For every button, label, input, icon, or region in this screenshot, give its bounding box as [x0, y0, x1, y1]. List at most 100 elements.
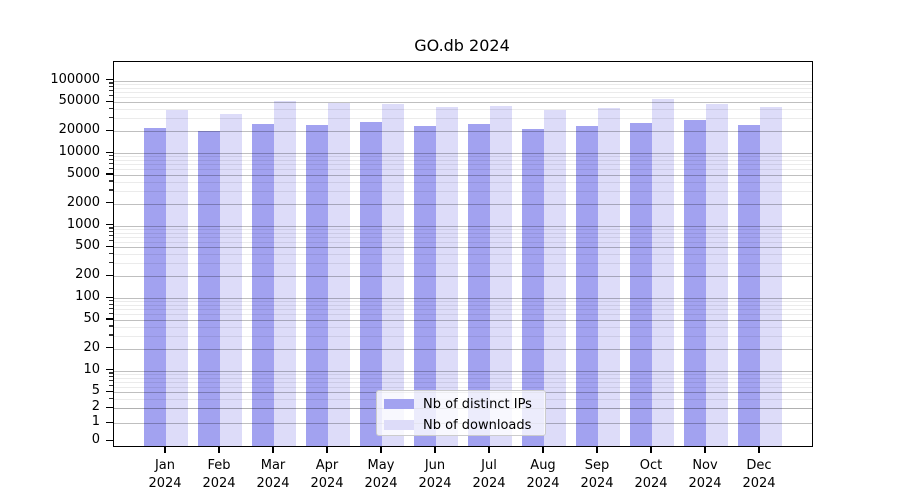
x-tick-mark	[596, 446, 598, 453]
y-minor-tick-mark	[109, 397, 113, 400]
y-minor-tick-mark	[109, 240, 113, 242]
y-tick-mark	[106, 79, 113, 81]
bar-distinct-ips-sep	[576, 125, 598, 446]
bar-downloads-jun	[436, 106, 458, 446]
y-tick-label: 100000	[50, 71, 100, 87]
y-minor-tick-mark	[109, 376, 113, 378]
y-minor-tick-mark	[109, 116, 113, 119]
x-tick-mark	[380, 446, 382, 453]
y-minor-tick-mark	[109, 235, 113, 237]
bar-distinct-ips-apr	[306, 125, 328, 446]
major-gridline	[114, 247, 812, 249]
y-minor-tick-mark	[109, 86, 113, 88]
x-tick-label-may: May 2024	[349, 457, 413, 492]
downloads-swatch-icon	[384, 420, 414, 430]
y-tick-mark	[106, 296, 113, 298]
bar-distinct-ips-jan	[144, 127, 166, 446]
x-tick-mark	[272, 446, 274, 453]
major-gridline	[114, 174, 812, 176]
minor-gridline	[114, 181, 812, 183]
bar-distinct-ips-mar	[252, 123, 274, 446]
y-tick-mark	[106, 224, 113, 226]
y-minor-tick-mark	[109, 303, 113, 305]
x-tick-label-oct: Oct 2024	[619, 457, 683, 492]
minor-gridline	[114, 232, 812, 234]
major-gridline	[114, 348, 812, 350]
x-tick-label-jan: Jan 2024	[133, 457, 197, 492]
minor-gridline	[114, 91, 812, 93]
y-tick-label: 2000	[66, 194, 100, 210]
minor-gridline	[114, 156, 812, 158]
y-minor-tick-mark	[109, 90, 113, 92]
y-minor-tick-mark	[109, 385, 113, 387]
bar-distinct-ips-may	[360, 122, 382, 446]
x-tick-year: 2024	[634, 475, 668, 491]
x-tick-year: 2024	[148, 475, 182, 491]
x-tick-mark	[434, 446, 436, 453]
x-tick-mark	[542, 446, 544, 453]
minor-gridline	[114, 301, 812, 303]
major-gridline	[114, 225, 812, 227]
y-tick-label: 10	[83, 361, 100, 377]
bar-distinct-ips-jun	[414, 125, 436, 446]
x-tick-year: 2024	[202, 475, 236, 491]
x-tick-year: 2024	[418, 475, 452, 491]
y-tick-label: 0	[91, 432, 100, 447]
x-tick-mark	[758, 446, 760, 453]
minor-gridline	[114, 96, 812, 98]
minor-gridline	[114, 236, 812, 238]
major-gridline	[114, 319, 812, 321]
x-tick-label-aug: Aug 2024	[511, 457, 575, 492]
y-tick-mark	[106, 369, 113, 371]
major-gridline	[114, 80, 812, 82]
minor-gridline	[114, 228, 812, 230]
major-gridline	[114, 153, 812, 154]
minor-gridline	[114, 381, 812, 383]
y-tick-label: 200	[75, 267, 100, 283]
x-tick-year: 2024	[256, 475, 290, 491]
minor-gridline	[114, 326, 812, 328]
x-tick-year: 2024	[688, 475, 722, 491]
minor-gridline	[114, 87, 812, 89]
y-minor-tick-mark	[109, 227, 113, 229]
bar-downloads-dec	[760, 106, 782, 446]
y-tick-mark	[106, 421, 113, 423]
x-tick-year: 2024	[742, 475, 776, 491]
x-tick-label-nov: Nov 2024	[673, 457, 737, 492]
y-tick-mark	[106, 439, 113, 441]
minor-gridline	[114, 335, 812, 337]
legend-entry-distinct-ips: Nb of distinct IPs	[384, 396, 532, 412]
y-tick-label: 1	[91, 414, 100, 429]
x-tick-mark	[488, 446, 490, 453]
minor-gridline	[114, 241, 812, 243]
bar-downloads-feb	[220, 113, 242, 446]
y-tick-label: 20	[83, 339, 100, 355]
y-tick-label: 50	[83, 310, 100, 326]
minor-gridline	[114, 254, 812, 256]
y-tick-mark	[106, 100, 113, 102]
bar-downloads-nov	[706, 103, 728, 446]
bar-distinct-ips-dec	[738, 124, 760, 446]
y-minor-tick-mark	[109, 167, 113, 169]
bar-downloads-oct	[652, 98, 674, 446]
bar-downloads-may	[382, 104, 404, 446]
chart-title: GO.db 2024	[414, 36, 510, 55]
y-tick-mark	[106, 173, 113, 175]
minor-gridline	[114, 83, 812, 85]
minor-gridline	[114, 263, 812, 265]
major-gridline	[114, 131, 812, 133]
y-tick-label: 2	[91, 399, 100, 414]
x-tick-label-sep: Sep 2024	[565, 457, 629, 492]
minor-gridline	[114, 164, 812, 166]
legend-label-downloads: Nb of downloads	[423, 417, 532, 433]
x-tick-year: 2024	[472, 475, 506, 491]
y-tick-label: 10000	[58, 144, 100, 159]
y-tick-mark	[106, 347, 113, 349]
bar-downloads-jul	[490, 106, 512, 446]
x-tick-mark	[164, 446, 166, 453]
y-minor-tick-mark	[109, 189, 113, 191]
legend-label-distinct-ips: Nb of distinct IPs	[423, 396, 532, 412]
major-gridline	[114, 203, 812, 205]
bar-downloads-sep	[598, 107, 620, 446]
y-minor-tick-mark	[109, 372, 113, 374]
